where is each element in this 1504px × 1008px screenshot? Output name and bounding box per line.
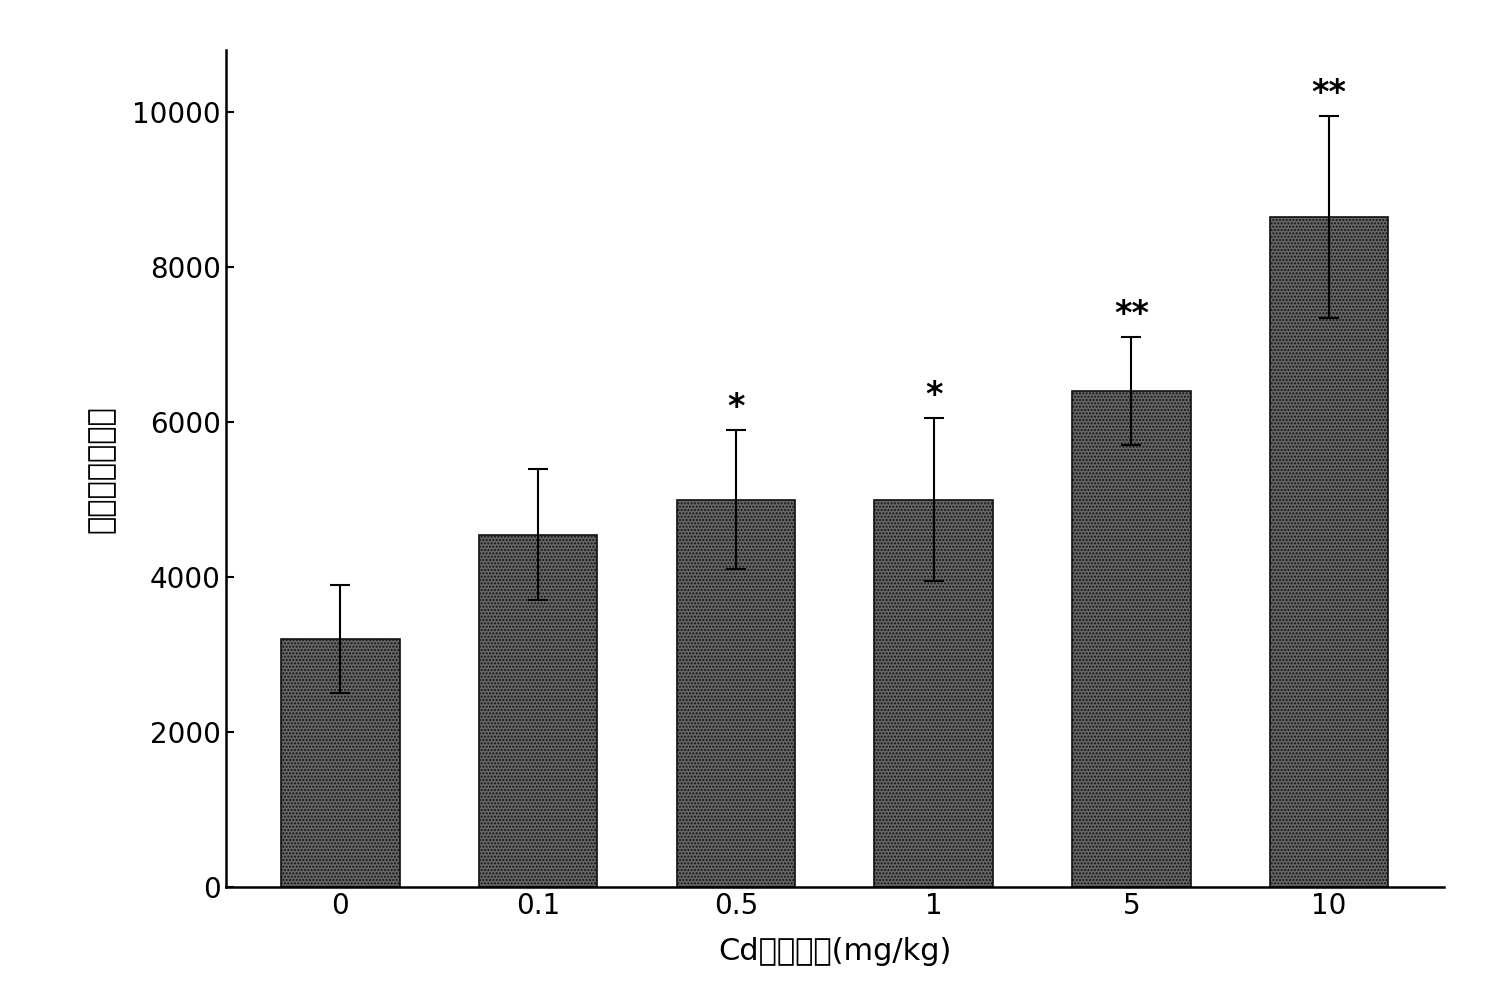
Bar bbox=[1072, 391, 1191, 887]
Bar bbox=[1269, 217, 1388, 887]
Bar bbox=[874, 500, 993, 887]
Y-axis label: 羟基自由基强度: 羟基自由基强度 bbox=[86, 405, 116, 532]
Text: **: ** bbox=[1311, 77, 1346, 110]
X-axis label: Cd暴露浓度(mg/kg): Cd暴露浓度(mg/kg) bbox=[717, 936, 952, 966]
Text: *: * bbox=[726, 391, 744, 423]
Bar bbox=[677, 500, 796, 887]
Bar bbox=[281, 639, 400, 887]
Bar bbox=[478, 534, 597, 887]
Text: **: ** bbox=[1114, 297, 1149, 331]
Text: *: * bbox=[925, 379, 943, 412]
